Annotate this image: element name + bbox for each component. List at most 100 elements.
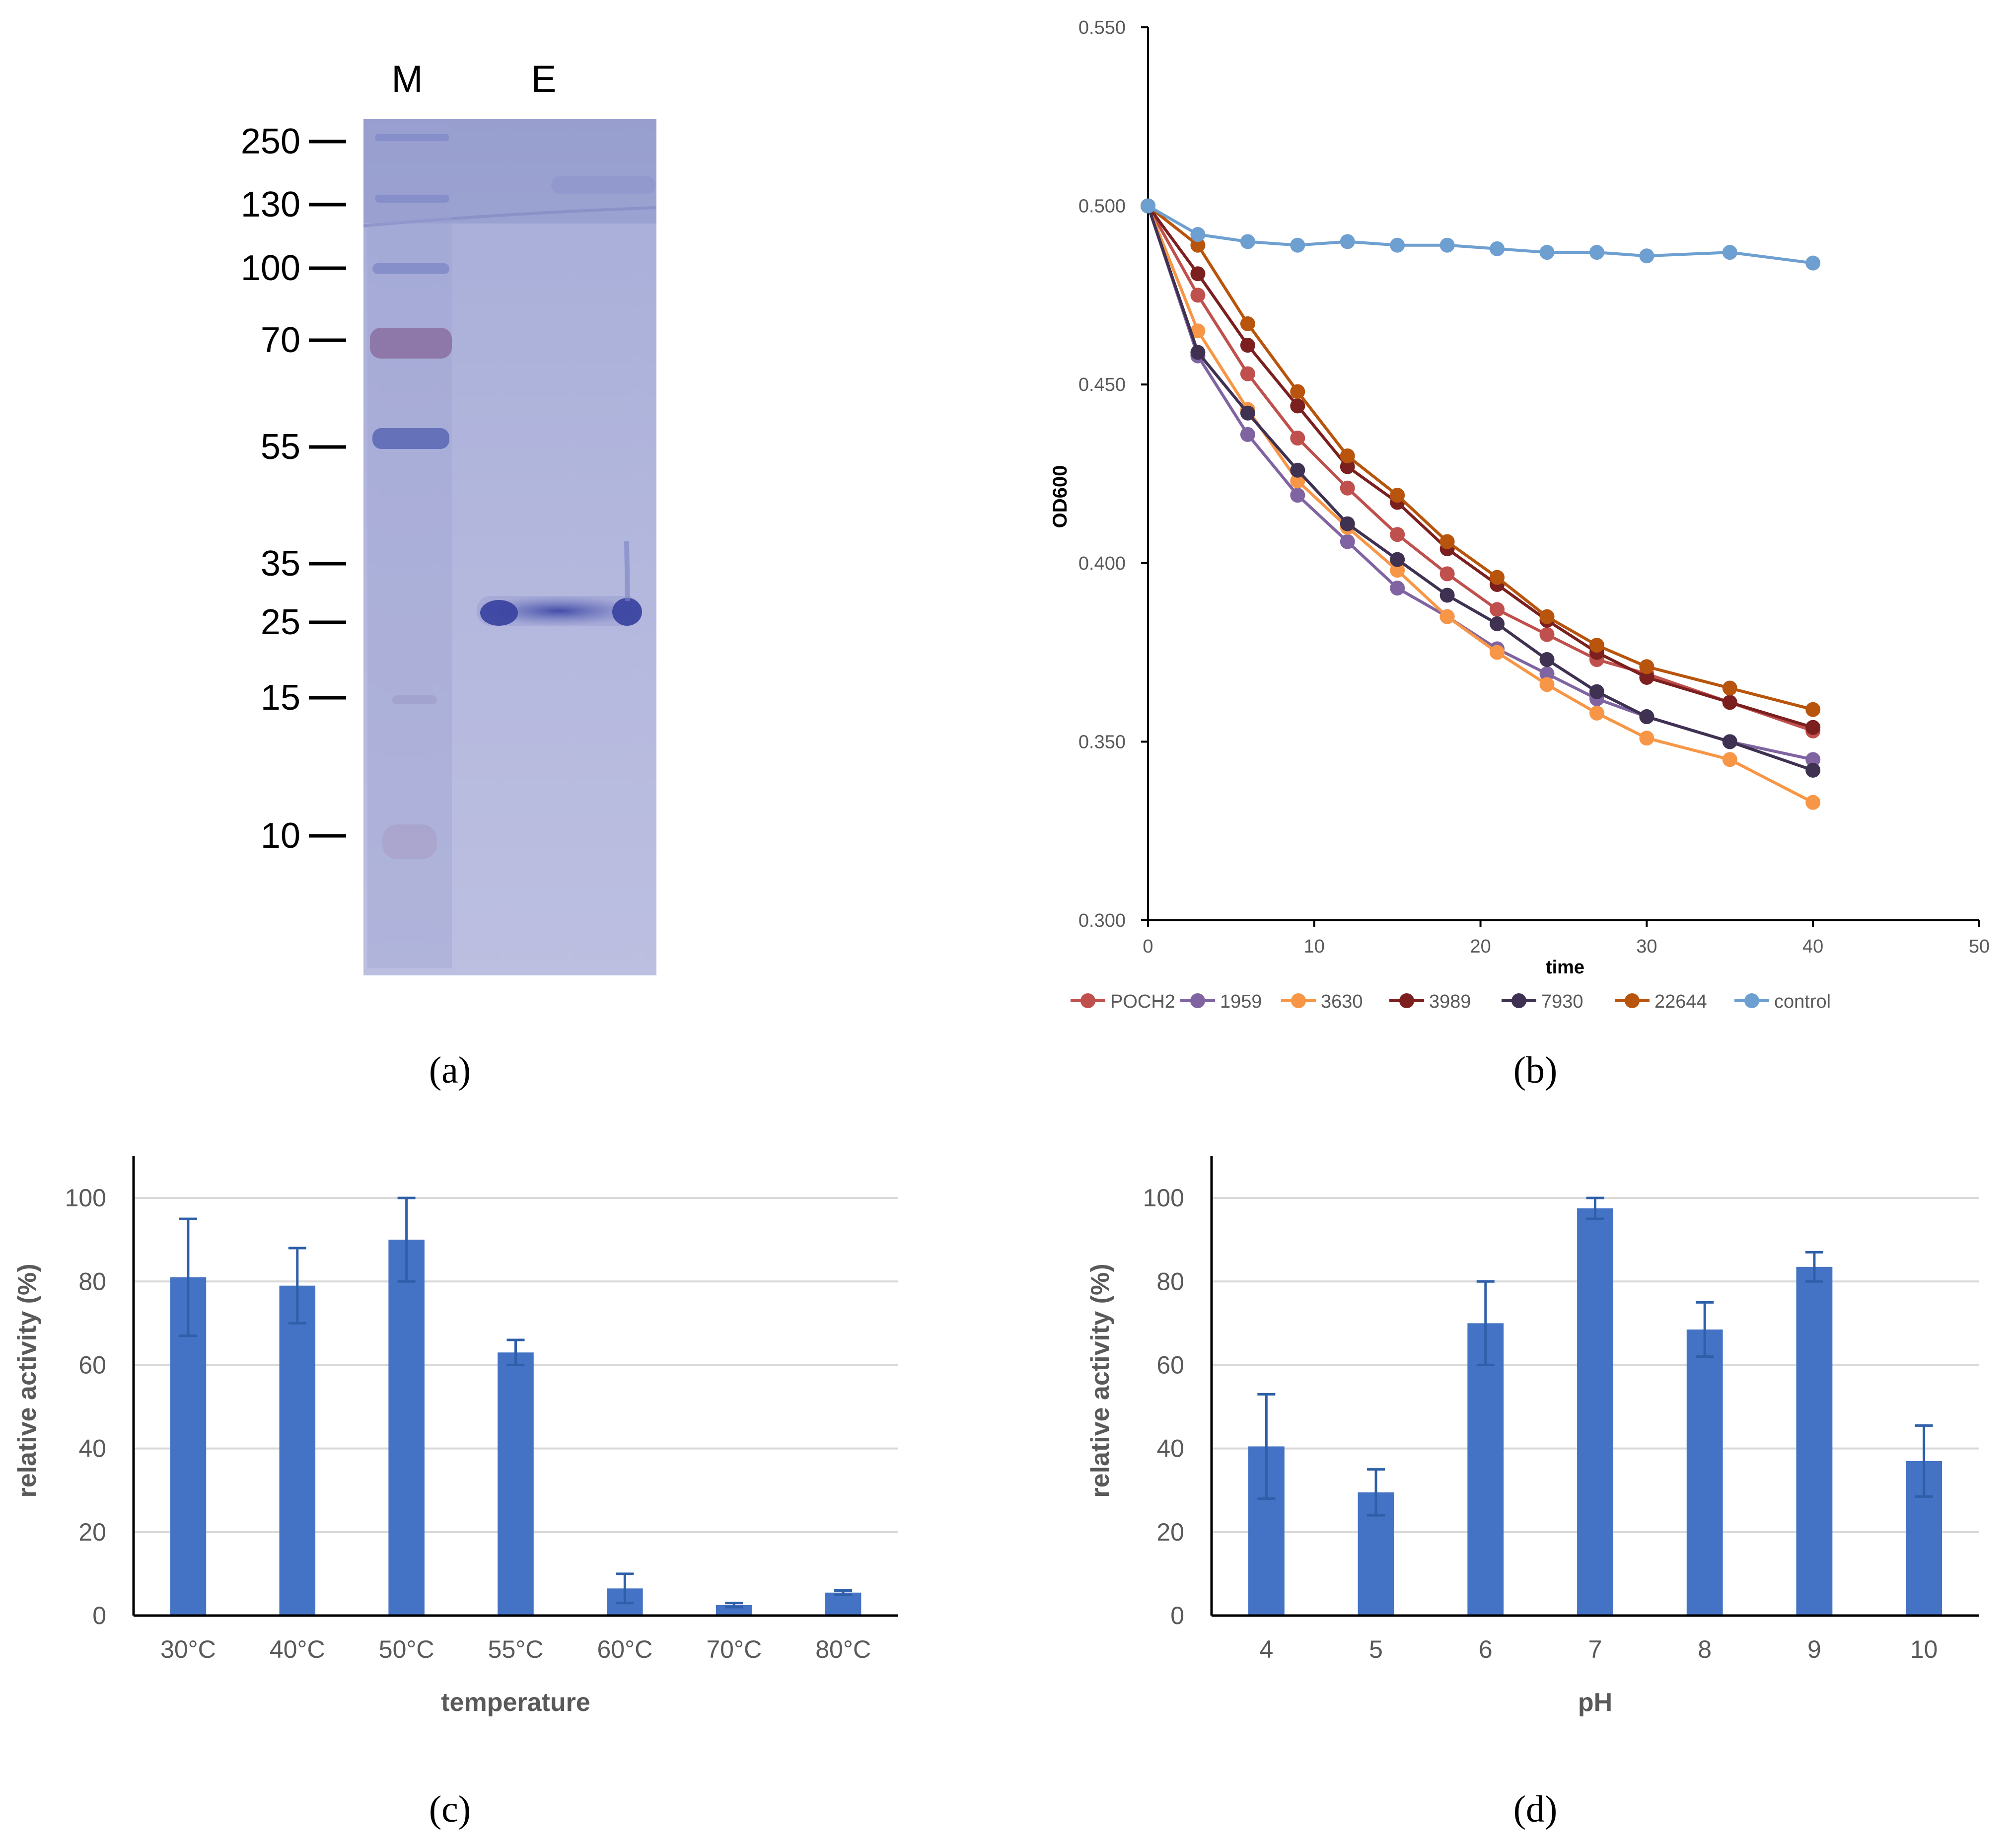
series-point xyxy=(1240,366,1255,381)
y-axis-label: relative activity (%) xyxy=(1086,1263,1115,1497)
panel-label-d: (d) xyxy=(1513,1788,1558,1830)
series-point xyxy=(1240,234,1255,249)
series-3630 xyxy=(1141,198,1821,810)
y-tick-label: 0.550 xyxy=(1078,17,1126,38)
series-line xyxy=(1147,205,1813,761)
series-point xyxy=(1539,627,1555,642)
bar xyxy=(1686,1329,1723,1616)
marker-label: 250 xyxy=(241,122,300,161)
series-POCH2 xyxy=(1141,198,1821,739)
series-point xyxy=(1390,581,1405,596)
y-tick-label: 60 xyxy=(1156,1351,1184,1379)
x-tick-label: 20 xyxy=(1470,936,1491,957)
series-point xyxy=(1589,705,1604,721)
series-point xyxy=(1589,638,1604,653)
series-point xyxy=(1805,795,1821,810)
x-tick-label: 50°C xyxy=(379,1635,434,1663)
bar xyxy=(388,1240,425,1616)
series-point xyxy=(1539,609,1555,624)
series-point xyxy=(1490,241,1505,256)
legend-marker xyxy=(1080,993,1095,1008)
x-axis-label: time xyxy=(1546,957,1584,978)
y-tick-label: 40 xyxy=(78,1435,106,1463)
series-point xyxy=(1639,731,1654,746)
series-22644 xyxy=(1141,198,1821,717)
series-point xyxy=(1290,237,1305,253)
x-tick-label: 30 xyxy=(1636,936,1657,957)
series-point xyxy=(1439,566,1455,582)
panel-label-a: (a) xyxy=(429,1049,471,1091)
x-tick-label: 0 xyxy=(1143,936,1153,957)
series-point xyxy=(1539,666,1555,681)
series-point xyxy=(1141,198,1155,214)
x-axis-label: temperature xyxy=(441,1688,590,1717)
legend-marker xyxy=(1190,993,1205,1008)
x-tick-label: 4 xyxy=(1259,1635,1273,1663)
series-point xyxy=(1805,702,1821,717)
series-1959 xyxy=(1141,198,1821,767)
lane-label-m: M xyxy=(391,58,423,100)
x-tick-label: 10 xyxy=(1304,936,1325,957)
bar xyxy=(716,1605,752,1616)
legend-label: POCH2 xyxy=(1110,991,1175,1012)
series-point xyxy=(1290,488,1305,503)
series-point xyxy=(1639,709,1654,725)
series-point xyxy=(1589,684,1604,699)
lane-label-e: E xyxy=(531,58,557,100)
series-point xyxy=(1240,405,1255,421)
series-point xyxy=(1190,227,1206,242)
series-point xyxy=(1240,338,1255,353)
y-tick-label: 20 xyxy=(1156,1518,1184,1546)
series-point xyxy=(1490,616,1505,632)
series-point xyxy=(1805,255,1821,271)
x-tick-label: 55°C xyxy=(488,1635,544,1663)
x-tick-label: 80°C xyxy=(815,1635,871,1663)
series-point xyxy=(1390,527,1405,542)
series-point xyxy=(1439,588,1455,603)
y-axis-label: OD600 xyxy=(1049,465,1071,528)
series-point xyxy=(1290,473,1305,489)
legend-label: control xyxy=(1774,991,1831,1012)
y-tick-label: 0.500 xyxy=(1078,196,1126,217)
series-point xyxy=(1805,720,1821,735)
legend-marker xyxy=(1399,993,1414,1008)
y-tick-label: 100 xyxy=(1143,1184,1184,1212)
series-point xyxy=(1589,245,1604,260)
series-point xyxy=(1439,237,1455,253)
protein-band-e-core-right xyxy=(612,598,642,626)
y-tick-label: 100 xyxy=(65,1184,106,1212)
series-point xyxy=(1190,237,1206,253)
ladder-band-55 xyxy=(372,428,449,449)
legend: POCH2 1959 3630 3989 7930 22644 control xyxy=(1071,991,1831,1012)
y-tick-label: 0.400 xyxy=(1078,553,1126,574)
series-point xyxy=(1390,552,1405,567)
x-tick-label: 8 xyxy=(1698,1635,1712,1663)
x-tick-label: 30°C xyxy=(160,1635,216,1663)
legend-label: 1959 xyxy=(1220,991,1262,1012)
series-line xyxy=(1147,205,1814,772)
x-tick-label: 60°C xyxy=(597,1635,652,1663)
series-point xyxy=(1490,570,1505,585)
line-chart-panel: 0.300 0.350 0.400 0.450 0.500 0.550 0 10 20 30 40 5… xyxy=(1049,17,1990,1012)
series-point xyxy=(1340,448,1355,464)
marker-label: 35 xyxy=(261,544,300,584)
series-point xyxy=(1722,680,1737,696)
series-point xyxy=(1340,534,1355,549)
gel-panel: M E 250 130 100 70 55 35 25 15 10 xyxy=(241,58,657,975)
legend-marker xyxy=(1511,993,1526,1008)
series-point xyxy=(1290,431,1305,446)
series-point xyxy=(1805,762,1821,778)
marker-label: 10 xyxy=(261,816,300,856)
series-point xyxy=(1190,323,1206,339)
marker-label: 100 xyxy=(241,248,300,288)
series-point xyxy=(1340,234,1355,249)
series-point xyxy=(1240,316,1255,331)
x-tick-label: 50 xyxy=(1969,936,1990,957)
bar xyxy=(279,1285,316,1616)
legend-label: 7930 xyxy=(1541,991,1583,1012)
protein-band-e-core xyxy=(480,600,518,626)
x-tick-label: 6 xyxy=(1479,1635,1493,1663)
ph-bar-chart-panel: 0 20 40 60 80 100 4 5 6 7 8 9 10 pH relative activity … xyxy=(1086,1156,1979,1717)
series-line xyxy=(1147,205,1814,733)
series-point xyxy=(1639,659,1654,674)
